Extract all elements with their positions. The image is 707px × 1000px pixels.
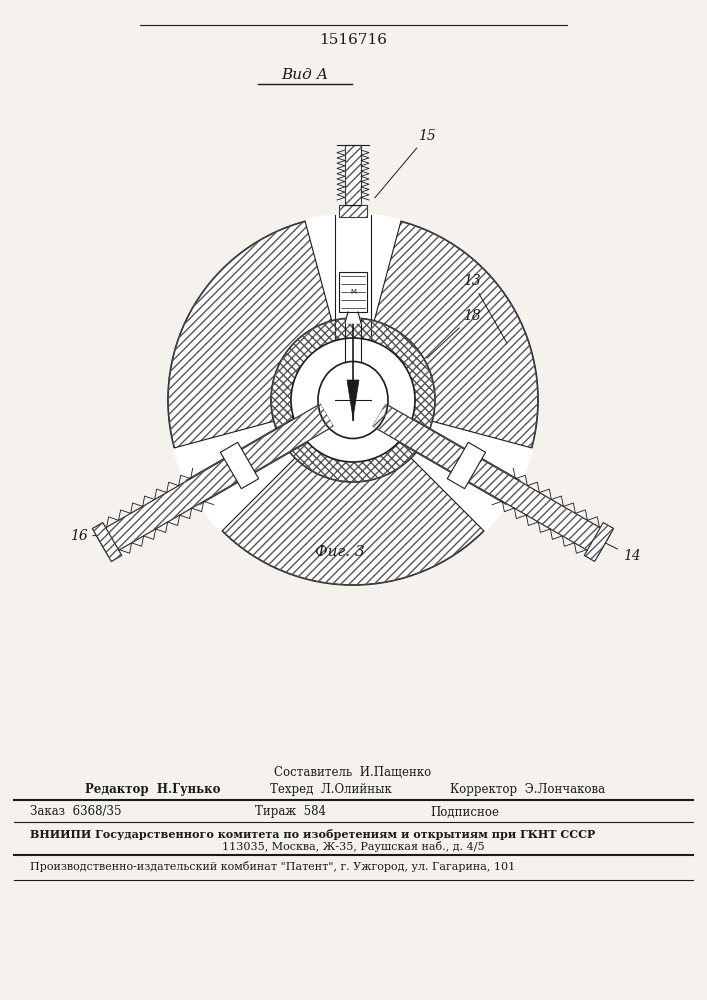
Bar [339,272,367,312]
Circle shape [168,215,538,585]
Text: Заказ  6368/35: Заказ 6368/35 [30,806,122,818]
Text: Составитель  И.Пащенко: Составитель И.Пащенко [274,766,432,778]
Wedge shape [173,400,353,532]
Bar [339,205,367,217]
Polygon shape [95,404,334,556]
Circle shape [291,338,415,462]
Bar [345,145,361,205]
Text: Техред  Л.Олийнык: Техред Л.Олийнык [270,784,392,796]
Polygon shape [345,312,361,323]
Polygon shape [221,442,259,489]
Polygon shape [93,523,122,561]
Text: Корректор  Э.Лончакова: Корректор Э.Лончакова [450,784,605,796]
Polygon shape [347,380,359,418]
Text: 16: 16 [69,529,117,543]
Bar [339,205,367,217]
Text: 14: 14 [576,529,641,563]
Text: ВНИИПИ Государственного комитета по изобретениям и открытиям при ГКНТ СССР: ВНИИПИ Государственного комитета по изоб… [30,828,595,840]
Text: 15: 15 [375,129,436,198]
Wedge shape [305,213,402,400]
Bar [345,145,361,205]
Text: 18: 18 [427,309,481,358]
Polygon shape [373,404,611,556]
Polygon shape [584,523,614,561]
Text: 13: 13 [463,274,507,343]
Circle shape [271,318,435,482]
Polygon shape [448,442,486,489]
Text: Редактор  Н.Гунько: Редактор Н.Гунько [85,784,221,796]
Text: Вид А: Вид А [281,68,329,82]
Text: 113035, Москва, Ж-35, Раушская наб., д. 4/5: 113035, Москва, Ж-35, Раушская наб., д. … [222,840,484,852]
Text: Подписное: Подписное [430,806,499,818]
Text: M: M [350,289,356,295]
Text: 1516716: 1516716 [319,33,387,47]
Text: Тираж  584: Тираж 584 [255,806,326,818]
Wedge shape [353,400,534,532]
Ellipse shape [318,361,388,438]
Text: Производственно-издательский комбинат "Патент", г. Ужгород, ул. Гагарина, 101: Производственно-издательский комбинат "П… [30,860,515,871]
Text: Фиг. 3: Фиг. 3 [315,545,365,559]
